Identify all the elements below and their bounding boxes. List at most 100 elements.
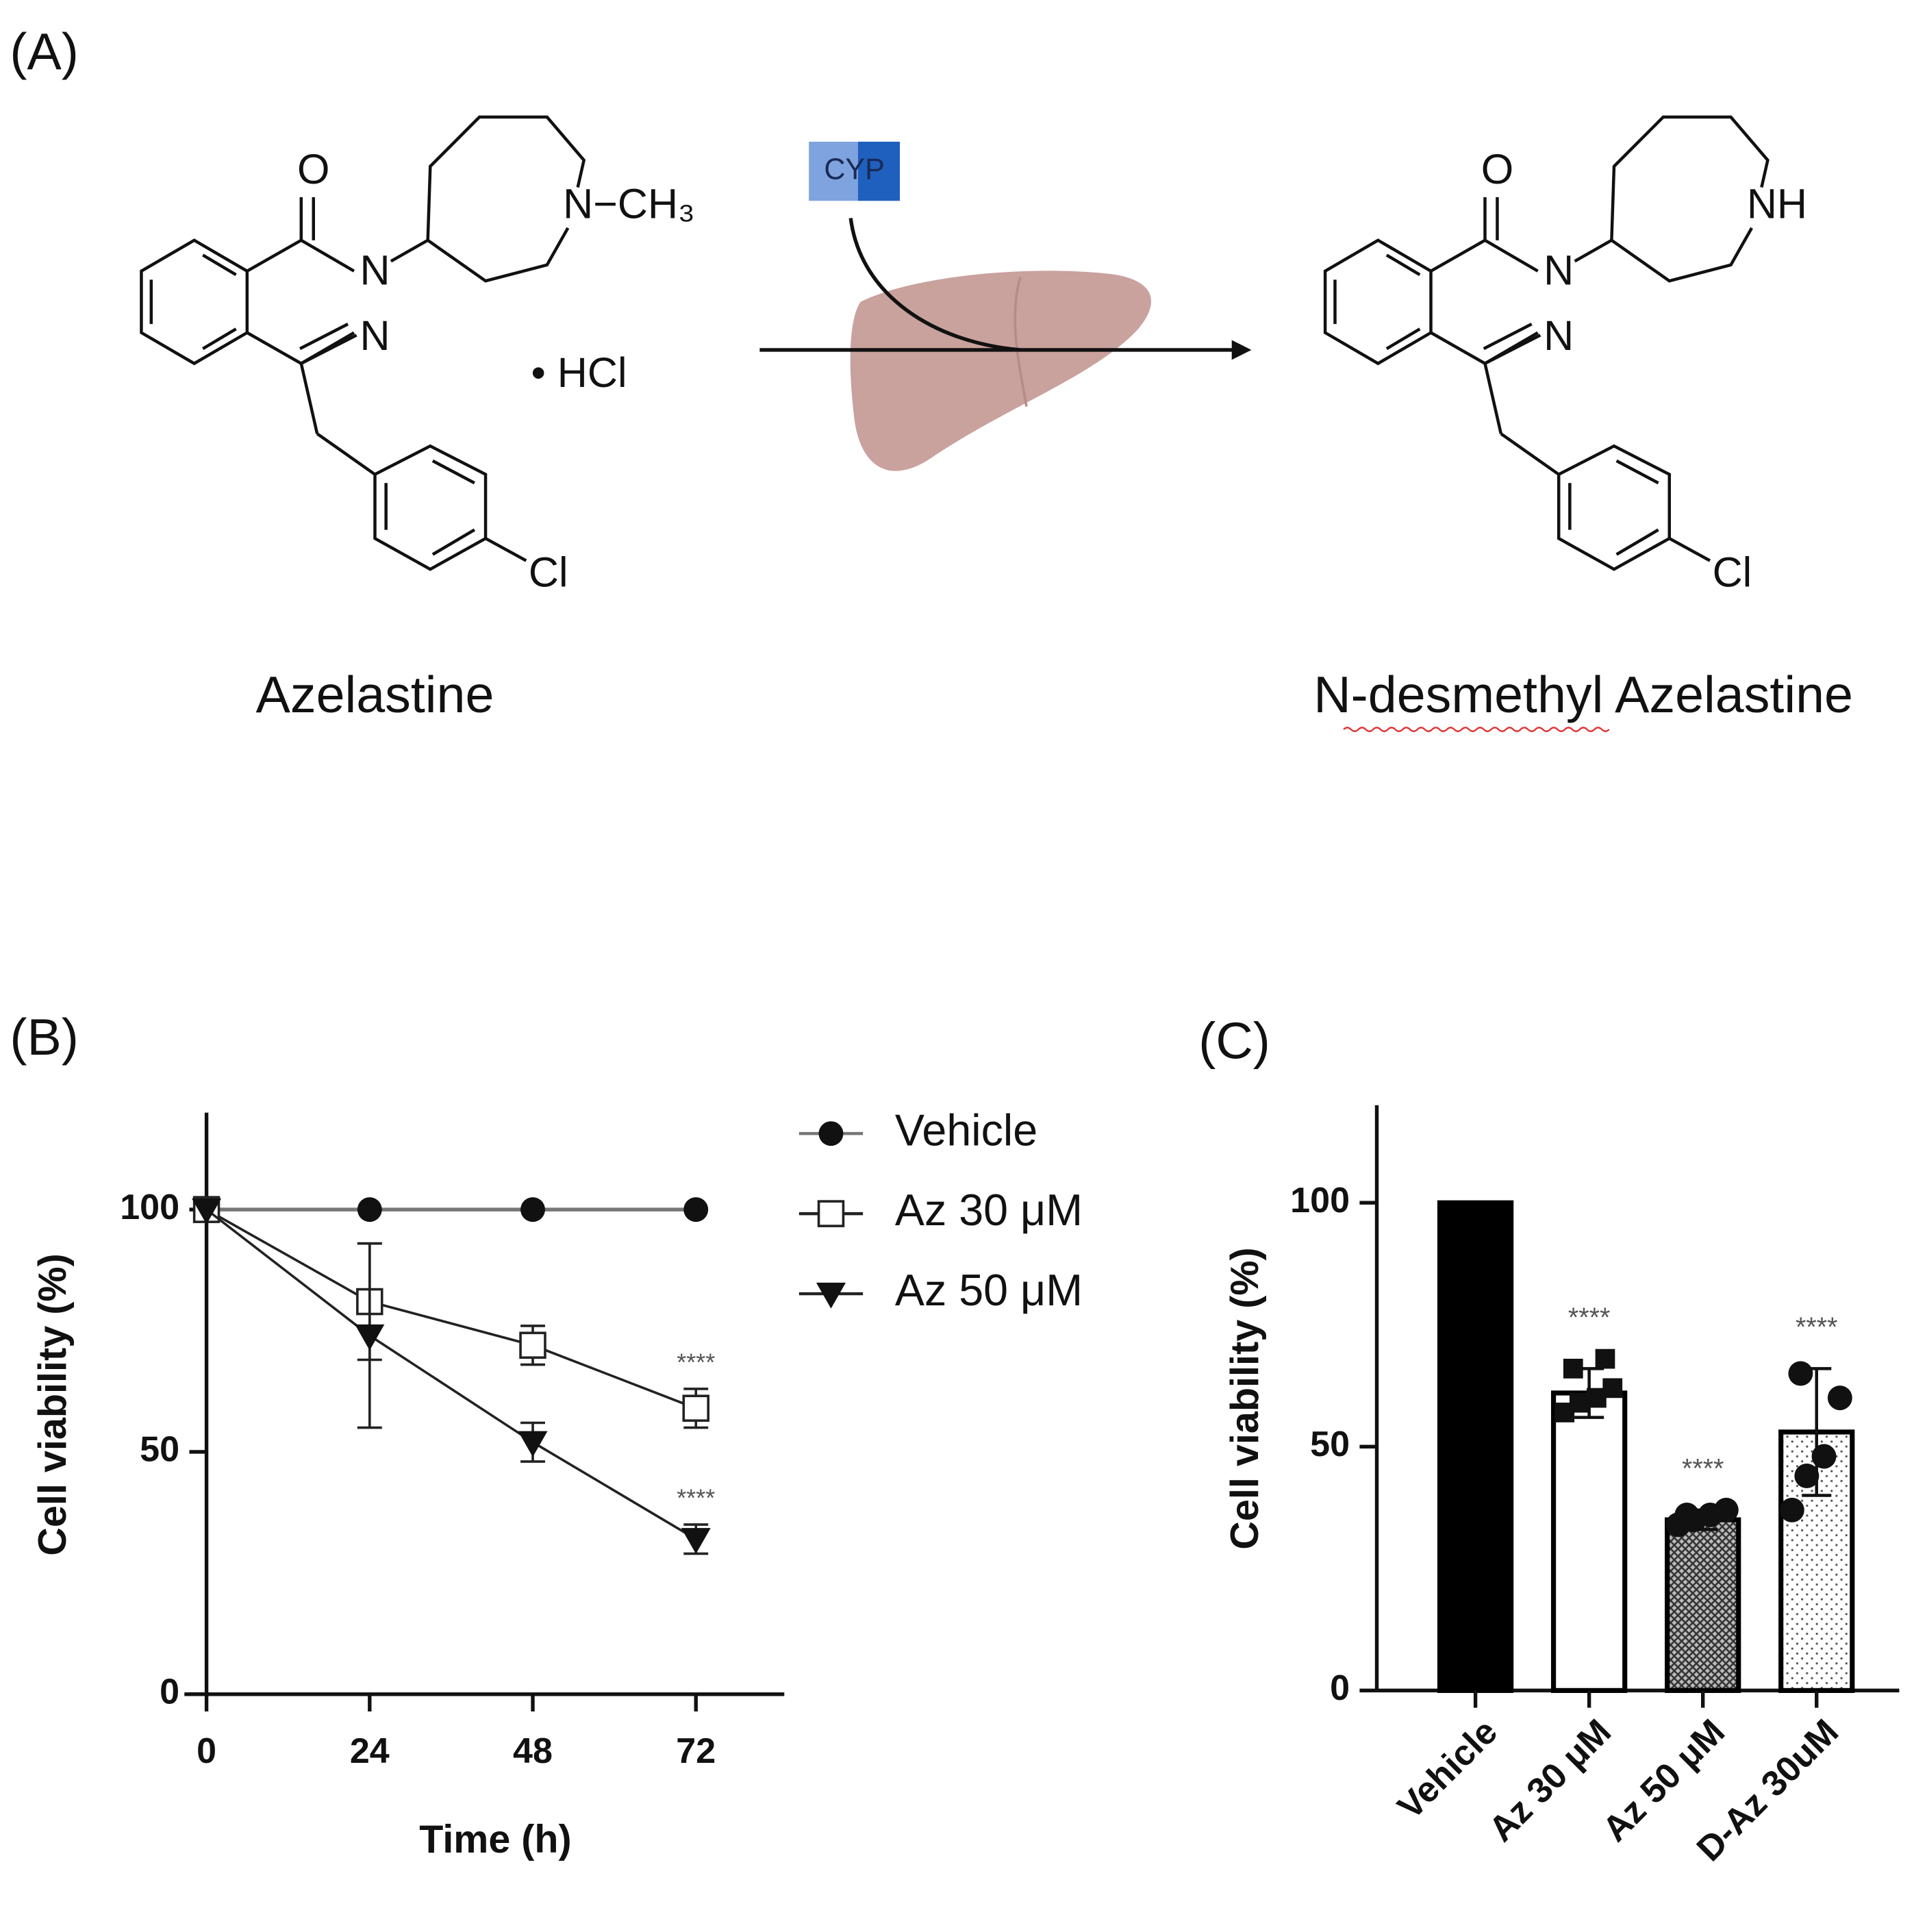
salt-label: • HCl [531, 349, 627, 396]
marker [355, 1324, 385, 1351]
molecule: O NN N−CH₃ Cl [140, 115, 695, 595]
x-tick-label: Vehicle [1390, 1712, 1505, 1827]
series-line [205, 1208, 696, 1409]
y-tick-label: 50 [1310, 1425, 1350, 1464]
enzyme-arrow [848, 218, 1021, 352]
panel-label: (B) [10, 1008, 78, 1066]
atom-label: N [360, 312, 390, 359]
atom-label: N [1544, 312, 1574, 359]
bond [431, 528, 476, 556]
bond [1610, 115, 1770, 240]
bar [1550, 1390, 1628, 1693]
bond [1385, 327, 1421, 351]
cyp-box [857, 141, 901, 201]
data-point [1794, 1464, 1819, 1489]
bond [1557, 444, 1672, 571]
bond [300, 334, 357, 365]
y-tick-label: 50 [140, 1430, 179, 1470]
bond [1500, 432, 1560, 476]
bond [1483, 323, 1533, 351]
bond [1574, 238, 1613, 263]
bond [1615, 528, 1659, 556]
atom-label: N [1544, 247, 1574, 293]
atom-label: N [360, 247, 390, 293]
bond [1430, 238, 1539, 273]
y-tick-label: 0 [1330, 1668, 1350, 1708]
panel-label: (C) [1198, 1012, 1270, 1070]
cyp-box [809, 141, 858, 201]
bond [1385, 253, 1421, 277]
atom-label: N−CH₃ [563, 180, 695, 227]
bond [299, 323, 349, 351]
liver-lobe [1013, 277, 1028, 407]
marker [681, 1528, 711, 1554]
legend-label: Vehicle [895, 1105, 1037, 1155]
y-tick-label: 0 [160, 1672, 179, 1712]
compound-name: Azelastine [256, 666, 494, 723]
data-point [1827, 1385, 1852, 1411]
bond [426, 115, 586, 240]
marker [683, 1197, 709, 1222]
data-point [1779, 1497, 1804, 1522]
data-point [1713, 1497, 1739, 1522]
bond [1323, 238, 1433, 366]
bond [1484, 334, 1541, 365]
bond [316, 432, 376, 476]
atom-label: Cl [1713, 549, 1752, 595]
y-axis-label: Cell viability (%) [31, 1253, 75, 1555]
bond [140, 238, 249, 366]
marker [520, 1197, 545, 1222]
data-point [1569, 1392, 1589, 1413]
legend-label: Az 50 μM [895, 1265, 1083, 1315]
annotation: **** [1682, 1454, 1724, 1484]
data-point [1602, 1378, 1623, 1398]
marker [192, 1198, 222, 1225]
series [192, 1198, 711, 1555]
x-tick-label: Az 30 μM [1481, 1712, 1619, 1850]
bond [1483, 363, 1503, 434]
bond [246, 238, 355, 273]
legend-marker [817, 1200, 845, 1227]
marker [518, 1431, 548, 1457]
bond [484, 537, 527, 562]
data-point [1674, 1503, 1700, 1527]
marker [357, 1197, 382, 1222]
x-tick-label: 72 [676, 1731, 716, 1771]
x-tick-label: 48 [513, 1731, 553, 1771]
bond [1668, 537, 1711, 562]
arrow-head [1231, 340, 1252, 360]
bond [427, 227, 570, 283]
spell-underline [1343, 727, 1610, 732]
bond [373, 444, 488, 571]
atom-label: O [1481, 146, 1513, 192]
enzyme-label: CYP [824, 153, 885, 186]
data-point [1788, 1361, 1813, 1386]
marker [519, 1331, 546, 1359]
legend-label: Az 30 μM [895, 1185, 1083, 1235]
bond [1615, 459, 1659, 485]
bond [1611, 227, 1753, 283]
data-point [1811, 1444, 1837, 1469]
x-tick-label: 24 [350, 1731, 390, 1771]
legend-marker [816, 1282, 846, 1309]
annotation: **** [1568, 1303, 1610, 1333]
molecule: O NN NH Cl [1323, 115, 1807, 595]
annotation: **** [677, 1348, 715, 1376]
atom-label: NH [1747, 180, 1807, 227]
bar [1665, 1517, 1741, 1693]
bond [390, 238, 429, 263]
legend-marker [818, 1121, 844, 1146]
y-tick-label: 100 [1290, 1181, 1350, 1220]
y-axis-label: Cell viability (%) [1223, 1247, 1267, 1549]
series-line [205, 1208, 697, 1540]
y-tick-label: 100 [120, 1188, 179, 1227]
x-axis-label: Time (h) [419, 1818, 571, 1861]
panel-label: (A) [10, 23, 78, 80]
bar [1437, 1200, 1514, 1693]
atom-label: Cl [529, 549, 568, 595]
annotation: **** [677, 1484, 715, 1512]
series [194, 1197, 709, 1222]
data-point [1563, 1358, 1583, 1379]
bond [1430, 331, 1539, 366]
